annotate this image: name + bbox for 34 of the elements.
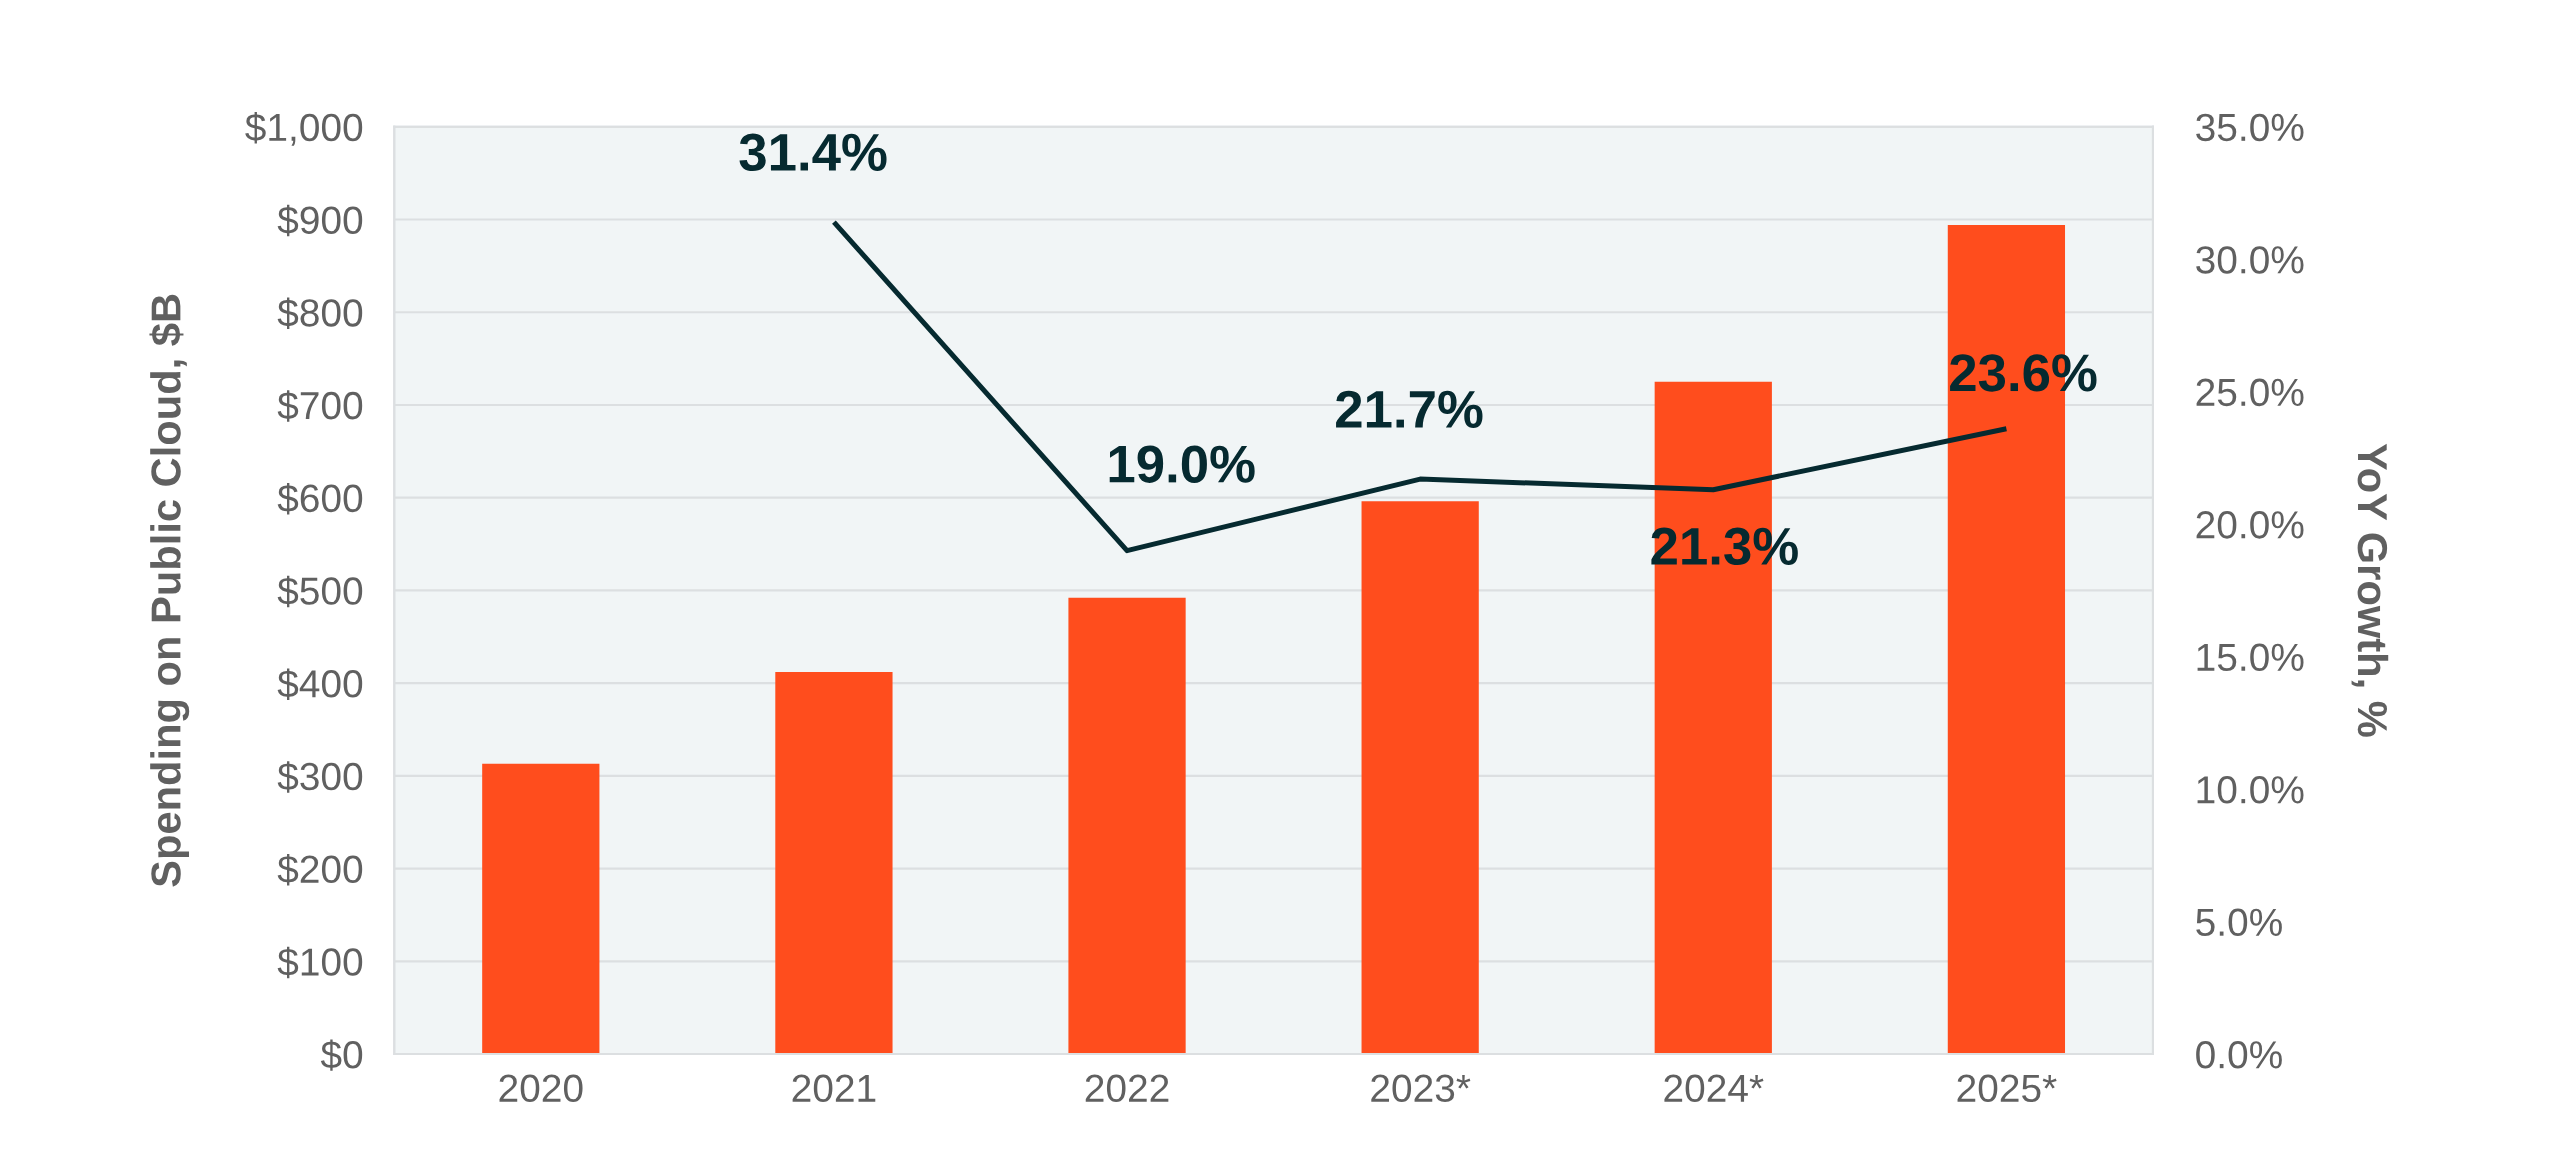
y-tick-label: $700 bbox=[277, 390, 363, 422]
bar bbox=[775, 672, 893, 1055]
y-tick-label: $400 bbox=[277, 668, 363, 700]
y-axis-title: Spending on Public Cloud, $B bbox=[149, 294, 190, 887]
x-tick-label: 2024* bbox=[1664, 1074, 1764, 1103]
y-tick-label: $900 bbox=[277, 204, 363, 237]
y-tick-label: $300 bbox=[277, 761, 363, 793]
y2-tick-label: 30.0% bbox=[2196, 246, 2304, 274]
y2-tick-label: 5.0% bbox=[2196, 908, 2282, 937]
y-tick-label: $500 bbox=[277, 575, 363, 608]
y-tick-label: $0 bbox=[320, 1039, 363, 1071]
y-tick-label: $800 bbox=[277, 297, 363, 329]
y-tick-label: $100 bbox=[277, 946, 363, 979]
y2-axis-title: YoY Growth, % bbox=[2351, 443, 2389, 737]
y2-tick-label: 35.0% bbox=[2196, 113, 2304, 142]
bar bbox=[1361, 501, 1479, 1055]
y-tick-label: $1,000 bbox=[245, 112, 363, 146]
y2-tick-label: 25.0% bbox=[2196, 378, 2304, 407]
y2-tick-label: 20.0% bbox=[2196, 511, 2304, 539]
x-tick-label: 2022 bbox=[1085, 1074, 1169, 1103]
y-tick-label: $600 bbox=[277, 482, 363, 515]
y-tick-label: $200 bbox=[277, 853, 363, 886]
x-tick-label: 2025* bbox=[1957, 1074, 2057, 1103]
y2-tick-label: 0.0% bbox=[2196, 1041, 2282, 1069]
x-tick-label: 2021 bbox=[792, 1074, 876, 1103]
data-label: 21.7% bbox=[1336, 390, 1483, 428]
x-tick-label: 2020 bbox=[499, 1074, 583, 1103]
y2-tick-label: 15.0% bbox=[2197, 643, 2304, 672]
x-tick-label: 2023* bbox=[1371, 1074, 1471, 1103]
bar bbox=[1068, 597, 1186, 1055]
bar bbox=[482, 763, 600, 1055]
data-label: 19.0% bbox=[1109, 445, 1255, 483]
y2-tick-label: 10.0% bbox=[2197, 776, 2304, 804]
data-label: 31.4% bbox=[739, 133, 887, 172]
